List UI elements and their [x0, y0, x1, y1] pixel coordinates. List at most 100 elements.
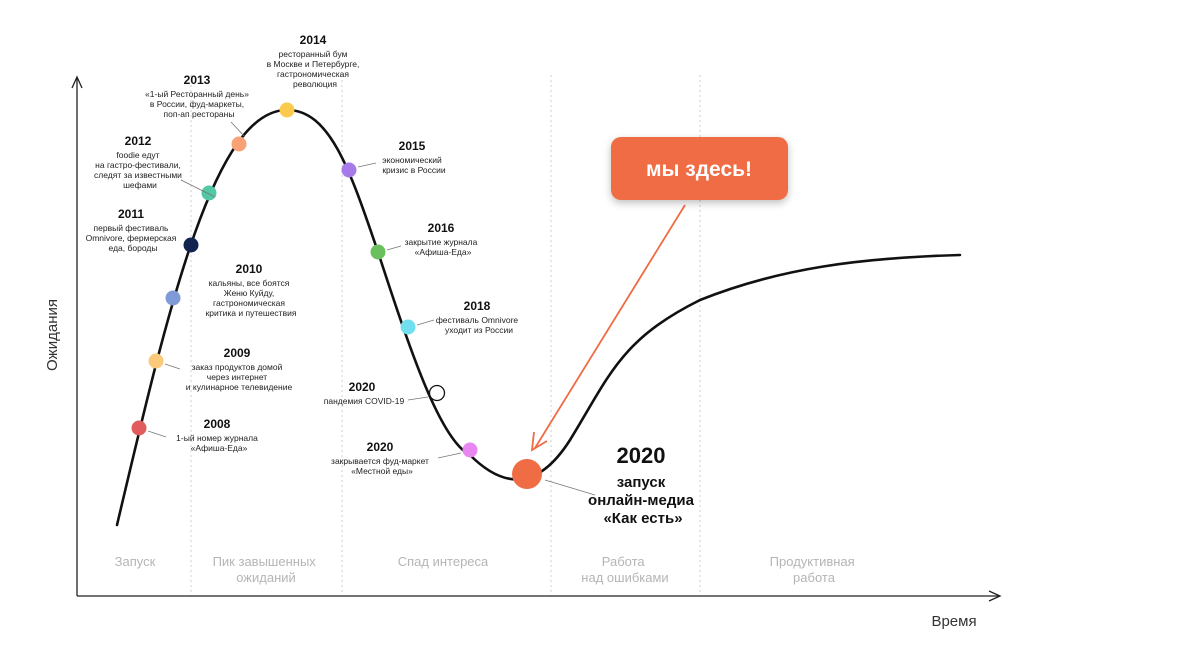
event-desc-line: еда, бороды	[109, 243, 158, 253]
event-markers	[131, 102, 542, 489]
event-label-2015: 2015 экономический кризис в России	[382, 137, 446, 175]
event-desc-line: в России, фуд-маркеты,	[150, 99, 244, 109]
highlight-year: 2020	[617, 443, 666, 468]
event-label-2020-market: 2020 закрывается фуд-маркет «Местной еды…	[331, 438, 433, 476]
event-desc-line: foodie едут	[116, 150, 159, 160]
event-dot-2010	[165, 290, 181, 306]
phase-productive-line-1: Продуктивная	[770, 554, 855, 569]
event-year: 2020	[349, 380, 376, 394]
phase-label-work: Работа над ошибками	[581, 554, 668, 585]
event-dot-2018	[400, 319, 416, 335]
event-label-2020-covid: 2020 пандемия COVID-19	[324, 378, 405, 406]
event-desc-line: гастрономическая	[213, 298, 285, 308]
phase-work-line-1: Работа	[602, 554, 646, 569]
phase-work-line-2: над ошибками	[581, 570, 668, 585]
event-desc-line: «Местной еды»	[351, 466, 413, 476]
event-year: 2011	[118, 207, 144, 221]
phase-peak-line-1: Пик завышенных	[213, 554, 317, 569]
phase-label-peak: Пик завышенных ожиданий	[213, 554, 320, 585]
event-desc-line: Omnivore, фермерская	[86, 233, 177, 243]
event-labels: 2008 1-ый номер журнала «Афиша-Еда» 2009…	[86, 31, 522, 476]
event-dot-2014	[279, 102, 295, 118]
event-desc-line: гастрономическая	[277, 69, 349, 79]
event-year: 2012	[125, 134, 152, 148]
event-dot-2020-covid	[428, 384, 446, 402]
event-year: 2018	[464, 299, 491, 313]
event-desc-line: закрытие журнала	[405, 237, 478, 247]
event-year: 2014	[300, 33, 327, 47]
event-desc-line: кризис в России	[382, 165, 446, 175]
phase-decline-line-1: Спад интереса	[398, 554, 489, 569]
event-desc-line: следят за известными	[94, 170, 182, 180]
phase-label-launch: Запуск	[115, 554, 156, 569]
event-label-2010: 2010 кальяны, все боятся Женю Куйду, гас…	[206, 260, 297, 318]
axes	[71, 75, 1002, 602]
event-label-2008: 2008 1-ый номер журнала «Афиша-Еда»	[176, 415, 262, 453]
highlight-dot-2020	[512, 459, 542, 489]
event-year: 2020	[367, 440, 394, 454]
phase-peak-line-2: ожиданий	[236, 570, 296, 585]
callout-arrowhead	[530, 431, 548, 452]
event-dot-2011	[183, 237, 199, 253]
event-desc-line: ресторанный бум	[279, 49, 348, 59]
event-desc-line: и кулинарное телевидение	[186, 382, 293, 392]
event-dot-2008	[131, 420, 147, 436]
event-desc-line: шефами	[123, 180, 157, 190]
event-desc-line: пандемия COVID-19	[324, 396, 405, 406]
event-desc-line: поп-ап рестораны	[164, 109, 235, 119]
event-dot-2009	[148, 353, 164, 369]
event-desc-line: Женю Куйду,	[224, 288, 275, 298]
phase-productive-line-2: работа	[793, 570, 836, 585]
event-dot-2013	[231, 136, 247, 152]
phase-label-productive: Продуктивная работа	[770, 554, 859, 585]
event-dot-2012	[201, 185, 217, 201]
event-dot-2020-market	[462, 442, 478, 458]
event-year: 2016	[428, 221, 455, 235]
event-label-2018: 2018 фестиваль Omnivore уходит из России	[436, 297, 522, 335]
callout-arrow	[534, 204, 686, 449]
event-desc-line: на гастро-фестивали,	[95, 160, 181, 170]
event-label-2011: 2011 первый фестиваль Omnivore, фермерск…	[86, 205, 181, 253]
event-desc-line: заказ продуктов домой	[192, 362, 283, 372]
event-desc-line: экономический	[382, 155, 442, 165]
event-desc-line: «Афиша-Еда»	[415, 247, 472, 257]
event-year: 2010	[236, 262, 263, 276]
event-year: 2009	[224, 346, 251, 360]
event-label-2014: 2014 ресторанный бум в Москве и Петербур…	[267, 31, 364, 89]
phase-label-decline: Спад интереса	[398, 554, 489, 569]
event-label-2013: 2013 «1-ый Ресторанный день» в России, ф…	[145, 71, 253, 119]
callout-text: мы здесь!	[646, 158, 752, 181]
event-year: 2013	[184, 73, 211, 87]
event-desc-line: уходит из России	[445, 325, 513, 335]
event-dot-2016	[370, 244, 386, 260]
event-year: 2015	[399, 139, 426, 153]
event-desc-line: первый фестиваль	[94, 223, 170, 233]
event-label-2012: 2012 foodie едут на гастро-фестивали, сл…	[94, 132, 186, 190]
event-dot-2015	[341, 162, 357, 178]
event-label-2009: 2009 заказ продуктов домой через интерне…	[186, 344, 293, 392]
x-axis-label: Время	[931, 613, 976, 630]
y-axis-label: Ожидания	[44, 299, 61, 371]
phase-launch-line-1: Запуск	[115, 554, 156, 569]
event-desc-line: закрывается фуд-маркет	[331, 456, 429, 466]
event-label-2016: 2016 закрытие журнала «Афиша-Еда»	[405, 219, 482, 257]
highlight-desc-line: онлайн-медиа	[588, 492, 695, 509]
event-desc-line: в Москве и Петербурге,	[267, 59, 360, 69]
event-desc-line: революция	[293, 79, 337, 89]
highlight-label: 2020 запуск онлайн-медиа «Как есть»	[588, 443, 698, 527]
event-desc-line: критика и путешествия	[206, 308, 297, 318]
event-desc-line: фестиваль Omnivore	[436, 315, 519, 325]
event-year: 2008	[204, 417, 231, 431]
highlight-desc-line: запуск	[617, 474, 666, 491]
event-desc-line: 1-ый номер журнала	[176, 433, 258, 443]
event-desc-line: кальяны, все боятся	[209, 278, 290, 288]
callout-box	[611, 137, 788, 200]
phase-labels: Запуск Пик завышенных ожиданий Спад инте…	[115, 554, 859, 585]
event-desc-line: через интернет	[207, 372, 268, 382]
leader-lines	[147, 121, 596, 496]
highlight-desc-line: «Как есть»	[603, 510, 682, 527]
event-desc-line: «1-ый Ресторанный день»	[145, 89, 249, 99]
event-desc-line: «Афиша-Еда»	[191, 443, 248, 453]
callout: мы здесь!	[530, 137, 788, 452]
